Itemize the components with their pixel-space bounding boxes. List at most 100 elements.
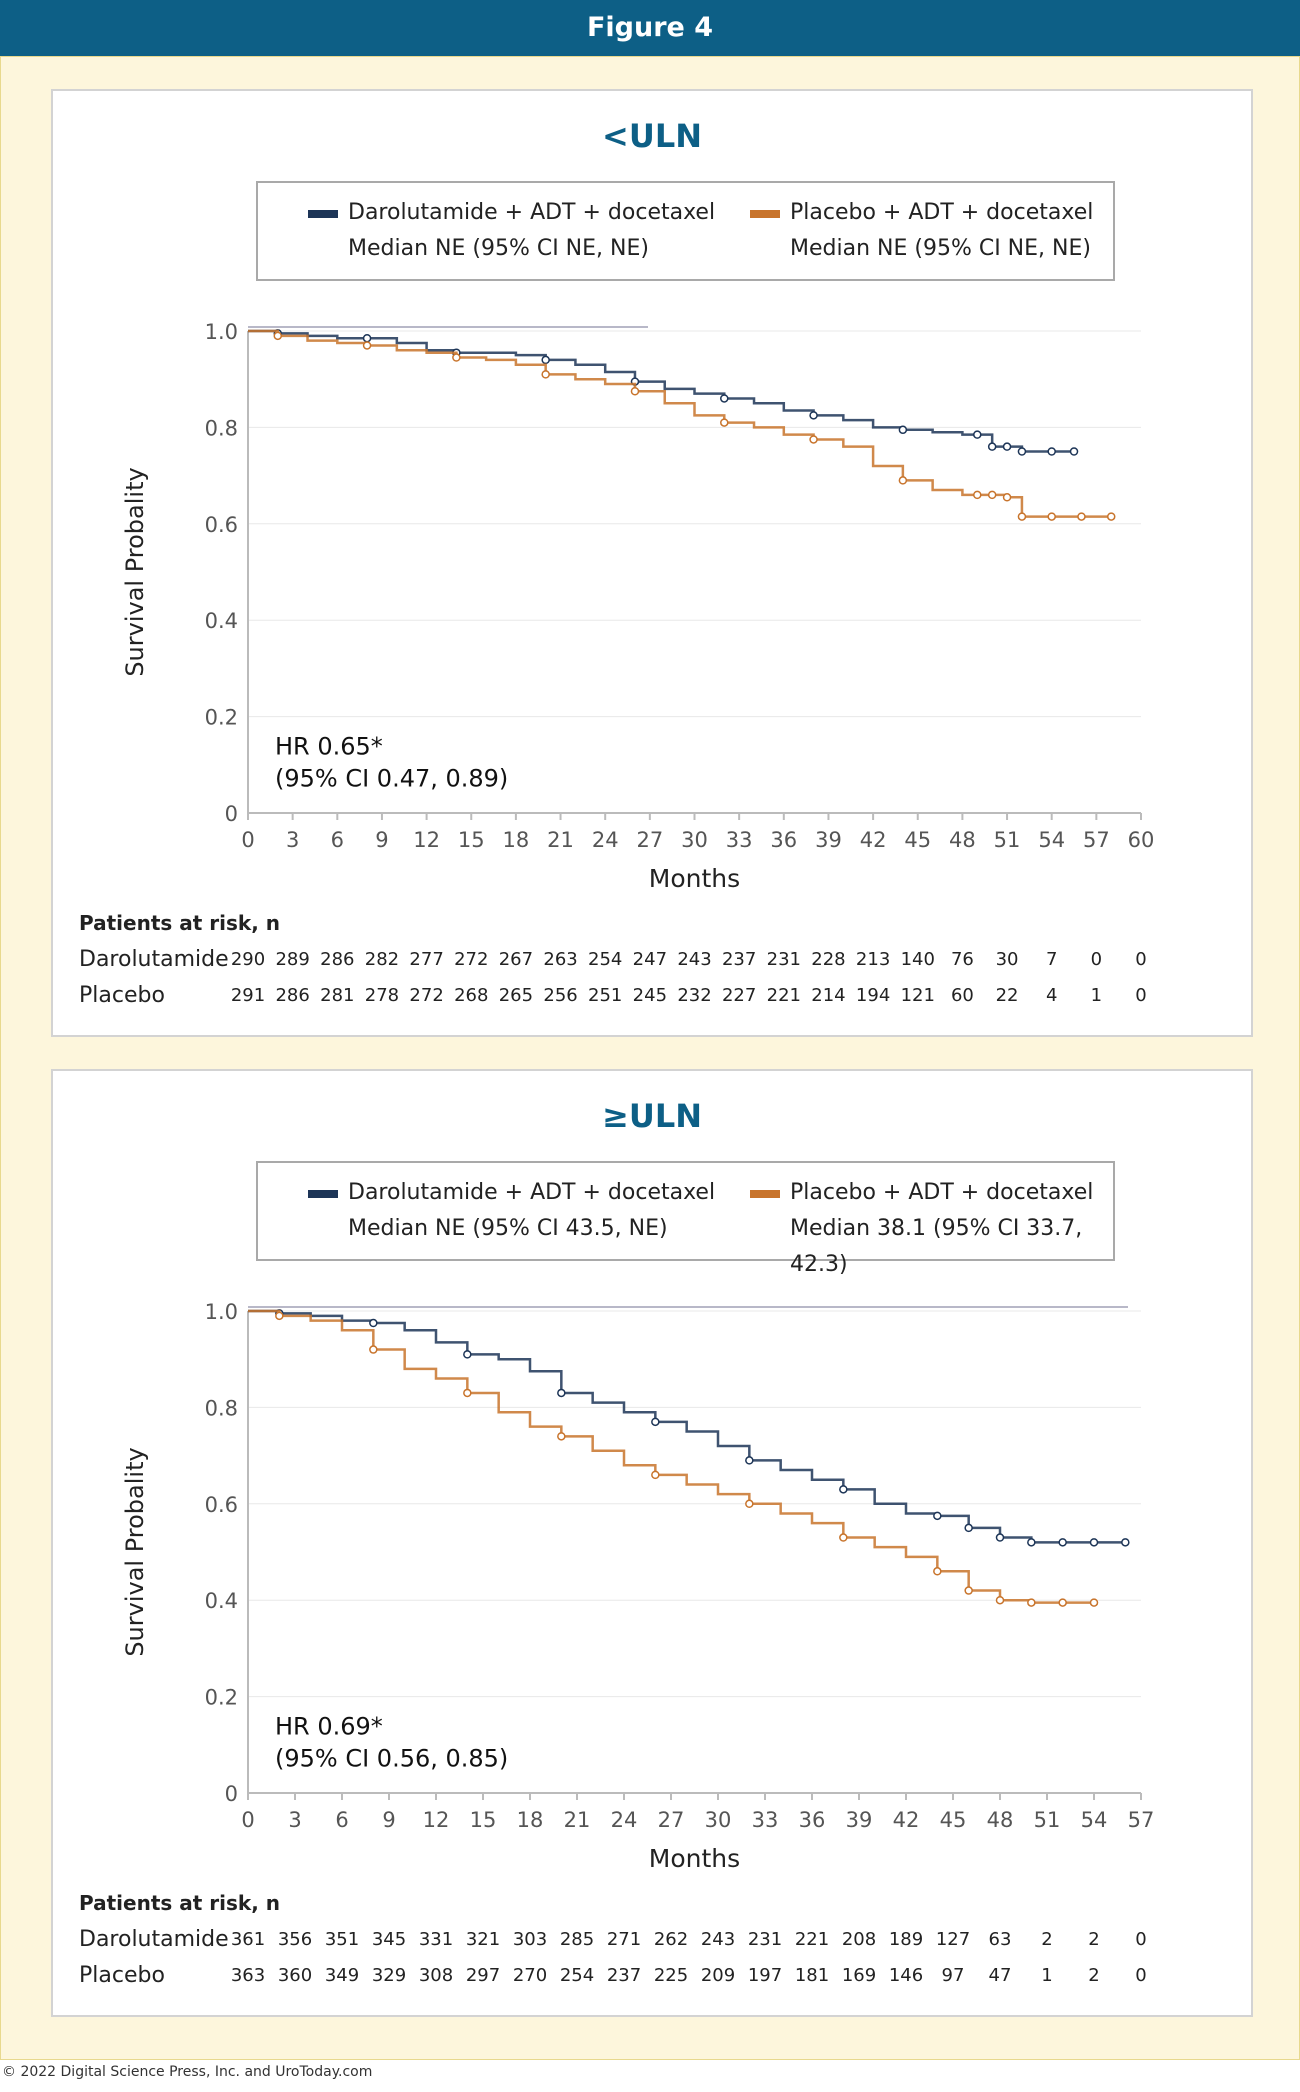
- y-tick-label: 0.6: [205, 1493, 238, 1517]
- risk-cell: 208: [841, 1929, 877, 1950]
- risk-cell: 349: [324, 1965, 360, 1986]
- x-tick-label: 45: [904, 828, 931, 852]
- legend-swatch-placebo: [750, 1190, 780, 1198]
- risk-cell: 221: [794, 1929, 830, 1950]
- censor-mark-placebo: [720, 418, 729, 427]
- risk-cell: 0: [1135, 1929, 1147, 1950]
- risk-cell: 243: [677, 949, 712, 970]
- risk-cell: 2: [1088, 1929, 1100, 1950]
- x-tick-label: 45: [940, 1808, 967, 1832]
- x-tick-label: 42: [893, 1808, 920, 1832]
- risk-cell: 267: [498, 949, 534, 970]
- x-tick-label: 15: [470, 1808, 497, 1832]
- risk-cell: 0: [1135, 1965, 1147, 1986]
- panel-at-or-above-uln: ≥ULN Darolutamide + ADT + docetaxel Medi…: [51, 1069, 1253, 2017]
- risk-cell: 277: [409, 949, 444, 970]
- risk-cell: 351: [324, 1929, 360, 1950]
- risk-cell: 197: [747, 1965, 783, 1986]
- risk-cell: 256: [543, 985, 578, 1006]
- censor-mark-placebo: [987, 490, 997, 500]
- risk-cell: 121: [900, 985, 935, 1006]
- censor-mark-darolutamide: [369, 1318, 378, 1328]
- panel-below-uln: <ULN Darolutamide + ADT + docetaxel Medi…: [51, 89, 1253, 1037]
- risk-table-title: Patients at risk, n: [79, 1891, 281, 1915]
- risk-cell: 0: [1135, 949, 1147, 970]
- risk-cell: 232: [677, 985, 712, 1006]
- risk-cell: 270: [512, 1965, 548, 1986]
- x-axis-label: Months: [649, 864, 740, 893]
- risk-cell: 22: [995, 985, 1019, 1006]
- legend-median: Median NE (95% CI NE, NE): [790, 236, 1091, 261]
- legend-label: Placebo + ADT + docetaxel: [790, 1180, 1094, 1205]
- censor-mark-darolutamide: [898, 425, 908, 435]
- censor-mark-darolutamide: [1002, 442, 1012, 451]
- x-tick-label: 21: [564, 1808, 591, 1832]
- x-tick-label: 0: [241, 828, 254, 852]
- risk-cell: 7: [1045, 949, 1058, 970]
- x-tick-label: 57: [1128, 1808, 1155, 1832]
- censor-mark-placebo: [973, 490, 982, 500]
- x-tick-label: 51: [994, 828, 1021, 852]
- x-tick-label: 42: [860, 828, 887, 852]
- risk-cell: 1: [1090, 985, 1103, 1006]
- risk-cell: 189: [888, 1929, 924, 1950]
- censor-mark-placebo: [1047, 512, 1056, 521]
- risk-cell: 1: [1041, 1965, 1053, 1986]
- risk-cell: 262: [653, 1929, 689, 1950]
- censor-mark-placebo: [933, 1567, 942, 1576]
- x-tick-label: 30: [681, 828, 708, 852]
- risk-cell: 97: [941, 1965, 965, 1986]
- risk-cell: 247: [632, 949, 668, 970]
- risk-cell: 0: [1135, 985, 1147, 1006]
- risk-cell: 181: [794, 1965, 830, 1986]
- risk-row-label: Placebo: [79, 1963, 165, 1988]
- series-line-placebo: [248, 329, 1112, 518]
- risk-cell: 63: [988, 1929, 1012, 1950]
- risk-cell: 4: [1045, 985, 1058, 1006]
- hazard-ratio: HR 0.69*: [275, 1713, 383, 1741]
- censor-mark-darolutamide: [651, 1417, 660, 1427]
- legend-label: Placebo + ADT + docetaxel: [790, 200, 1094, 225]
- copyright-footer: © 2022 Digital Science Press, Inc. and U…: [2, 2064, 373, 2080]
- x-tick-label: 6: [335, 1808, 348, 1832]
- risk-cell: 60: [950, 985, 974, 1006]
- risk-cell: 251: [588, 985, 623, 1006]
- legend-label: Darolutamide + ADT + docetaxel: [348, 200, 716, 225]
- censor-mark-darolutamide: [720, 394, 729, 403]
- legend-swatch-darolutamide: [308, 210, 338, 218]
- risk-cell: 231: [766, 949, 801, 970]
- x-tick-label: 24: [611, 1808, 638, 1832]
- risk-cell: 361: [230, 1929, 266, 1950]
- figure-frame: <ULN Darolutamide + ADT + docetaxel Medi…: [0, 56, 1300, 2060]
- y-tick-label: 0.4: [205, 609, 238, 633]
- y-axis-label: Survival Probality: [121, 467, 149, 676]
- censor-mark-placebo: [809, 435, 818, 444]
- risk-cell: 263: [543, 949, 578, 970]
- censor-mark-placebo: [1017, 512, 1027, 521]
- risk-cell: 213: [855, 949, 891, 970]
- x-tick-label: 54: [1081, 1808, 1108, 1832]
- x-tick-label: 3: [288, 1808, 301, 1832]
- censor-mark-placebo: [651, 1470, 660, 1480]
- figure-title: Figure 4: [586, 12, 714, 43]
- y-tick-label: 1.0: [205, 1300, 238, 1324]
- y-tick-label: 0.2: [205, 706, 238, 730]
- censor-mark-darolutamide: [541, 355, 550, 365]
- series-line-darolutamide: [248, 1309, 1126, 1544]
- x-tick-label: 3: [286, 828, 299, 852]
- x-tick-label: 6: [331, 828, 344, 852]
- y-tick-label: 0.8: [205, 1396, 238, 1420]
- x-tick-label: 54: [1038, 828, 1065, 852]
- censor-mark-placebo: [1077, 512, 1086, 521]
- x-tick-label: 27: [636, 828, 663, 852]
- risk-cell: 356: [277, 1929, 313, 1950]
- panel-title: ≥ULN: [602, 1097, 702, 1135]
- legend-label: Darolutamide + ADT + docetaxel: [348, 1180, 716, 1205]
- y-tick-label: 1.0: [205, 320, 238, 344]
- y-tick-label: 0.8: [205, 416, 238, 440]
- censor-mark-darolutamide: [987, 442, 997, 451]
- risk-cell: 127: [935, 1929, 971, 1950]
- y-tick-label: 0: [225, 802, 238, 826]
- risk-cell: 76: [950, 949, 974, 970]
- risk-cell: 286: [320, 949, 355, 970]
